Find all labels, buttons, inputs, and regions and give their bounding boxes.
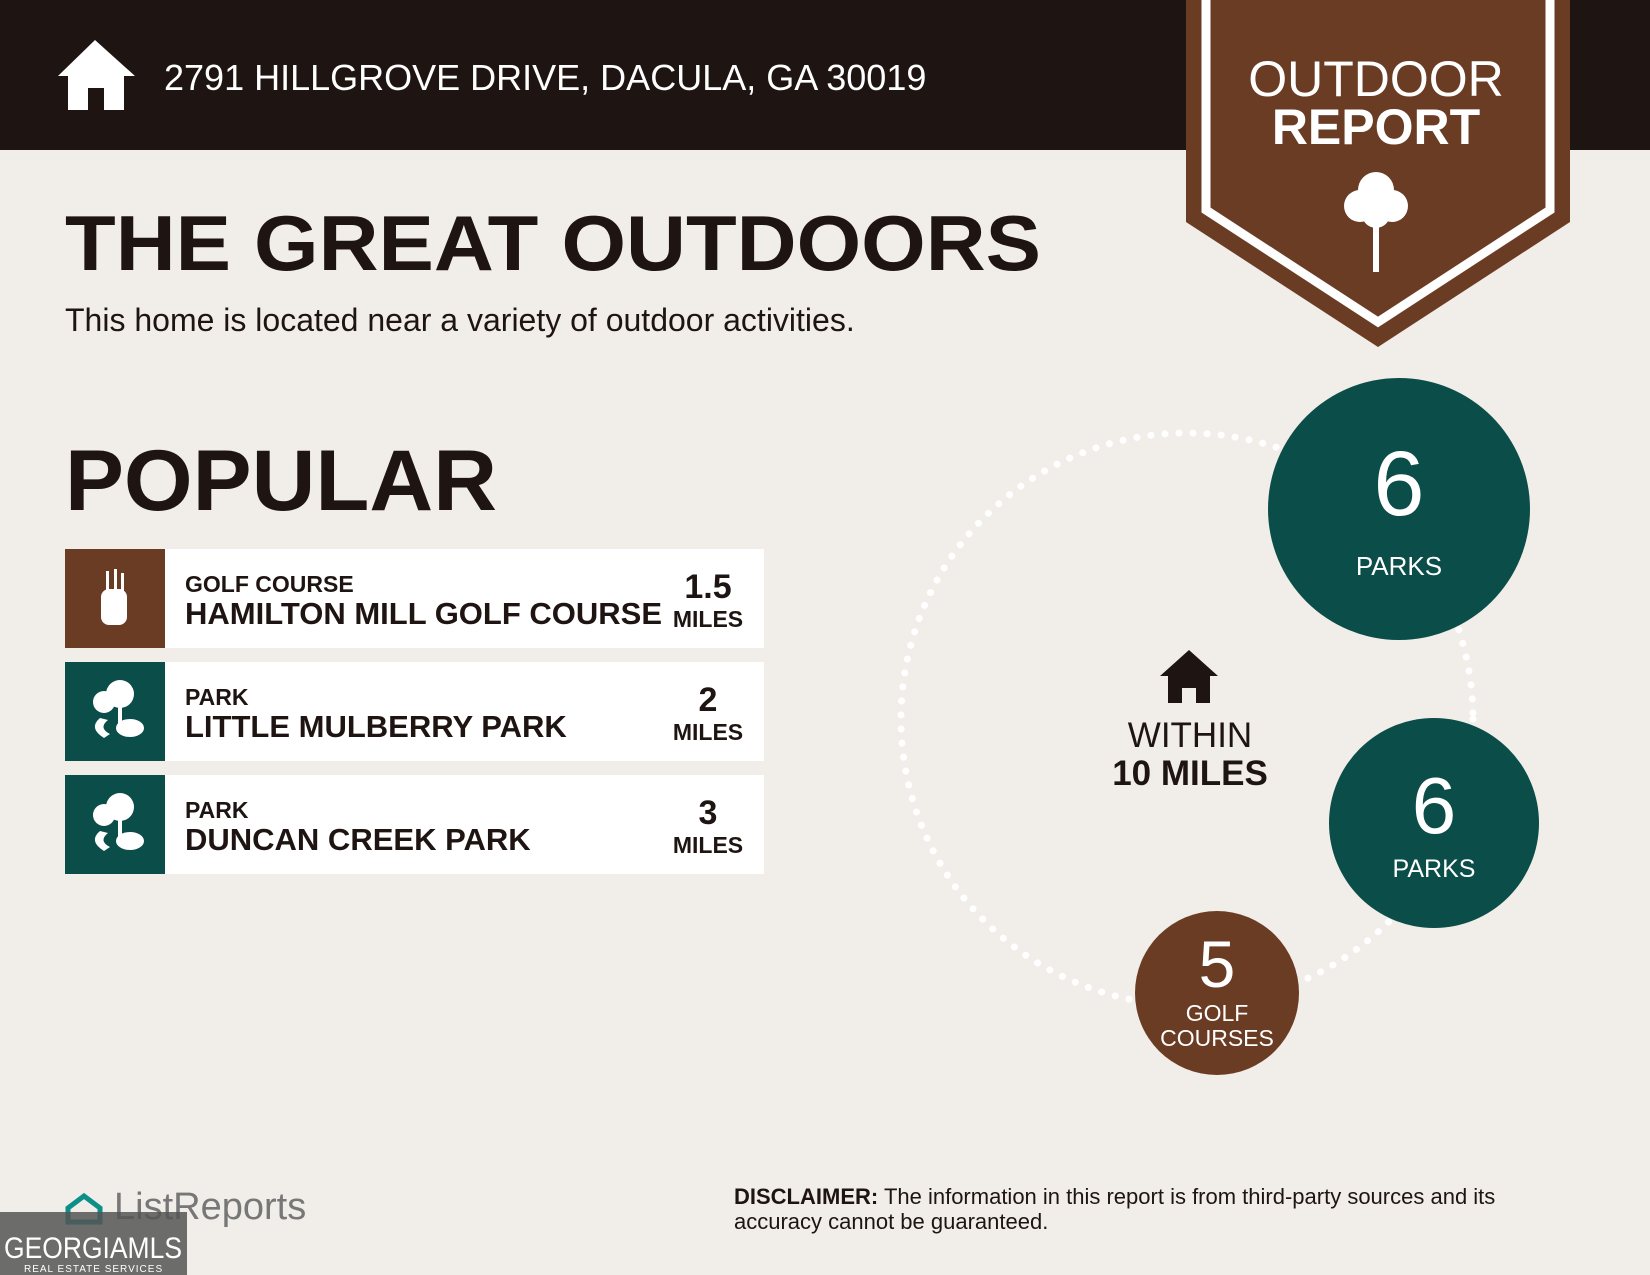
radius-line1: WITHIN [1128, 716, 1252, 755]
bag [101, 589, 127, 625]
mls-box [0, 1212, 187, 1275]
row-unit: MILES [673, 719, 743, 745]
count-number: 5 [1199, 927, 1236, 1001]
park-icon [93, 793, 144, 851]
count-circle [1329, 718, 1539, 928]
home-icon [58, 40, 135, 110]
disclaimer: DISCLAIMER: The information in this repo… [734, 1184, 1495, 1209]
row-distance: 1.5 [684, 568, 731, 606]
disclaimer-label: DISCLAIMER: [734, 1184, 878, 1209]
popular-heading: POPULAR [65, 433, 497, 529]
disclaimer-text: The information in this report is from t… [884, 1184, 1495, 1209]
count-circle [1268, 378, 1530, 640]
ground [116, 832, 144, 850]
park-icon [93, 680, 144, 738]
row-icon-box [65, 775, 165, 874]
home-icon-small [1160, 650, 1218, 703]
row-category: GOLF COURSE [185, 571, 354, 597]
row-name: DUNCAN CREEK PARK [185, 822, 531, 857]
row-bg [65, 775, 764, 874]
tree-icon [1344, 172, 1408, 272]
row-category: PARK [185, 684, 249, 710]
count-number: 6 [1373, 433, 1424, 535]
title: THE GREAT OUTDOORS [65, 199, 1041, 287]
row-name: HAMILTON MILL GOLF COURSE [185, 596, 662, 631]
badge-line1: OUTDOOR [1248, 51, 1504, 107]
disclaimer-line2: accuracy cannot be guaranteed. [734, 1209, 1048, 1234]
badge-line2: REPORT [1272, 99, 1480, 155]
row-distance: 3 [699, 794, 718, 832]
row-distance: 2 [699, 681, 718, 719]
tree-top [93, 804, 115, 826]
trunk [118, 815, 122, 839]
mls-logo: GEORGIAMLS [4, 1232, 182, 1265]
path [94, 718, 110, 738]
subtitle: This home is located near a variety of o… [65, 302, 855, 338]
row-bg [65, 549, 764, 648]
count-label: COURSES [1160, 1025, 1274, 1051]
mls-sub: REAL ESTATE SERVICES [24, 1264, 163, 1275]
address: 2791 HILLGROVE DRIVE, DACULA, GA 30019 [164, 57, 926, 98]
badge-border [1201, 0, 1555, 328]
count-label: PARKS [1393, 855, 1476, 883]
path [94, 831, 110, 851]
radius-line2: 10 MILES [1112, 754, 1268, 793]
trunk [118, 702, 122, 726]
count-label: PARKS [1356, 551, 1442, 581]
golf-icon [101, 569, 127, 625]
row-bg [65, 662, 764, 761]
row-icon-box [65, 662, 165, 761]
tree-top [93, 691, 115, 713]
row-name: LITTLE MULBERRY PARK [185, 709, 567, 744]
club [114, 569, 117, 591]
row-unit: MILES [673, 606, 743, 632]
club [121, 573, 124, 591]
ground [116, 719, 144, 737]
club [106, 571, 109, 591]
count-circle [1135, 911, 1299, 1075]
count-label: GOLF [1186, 1000, 1249, 1026]
count-number: 6 [1412, 761, 1457, 850]
row-category: PARK [185, 797, 249, 823]
row-unit: MILES [673, 832, 743, 858]
